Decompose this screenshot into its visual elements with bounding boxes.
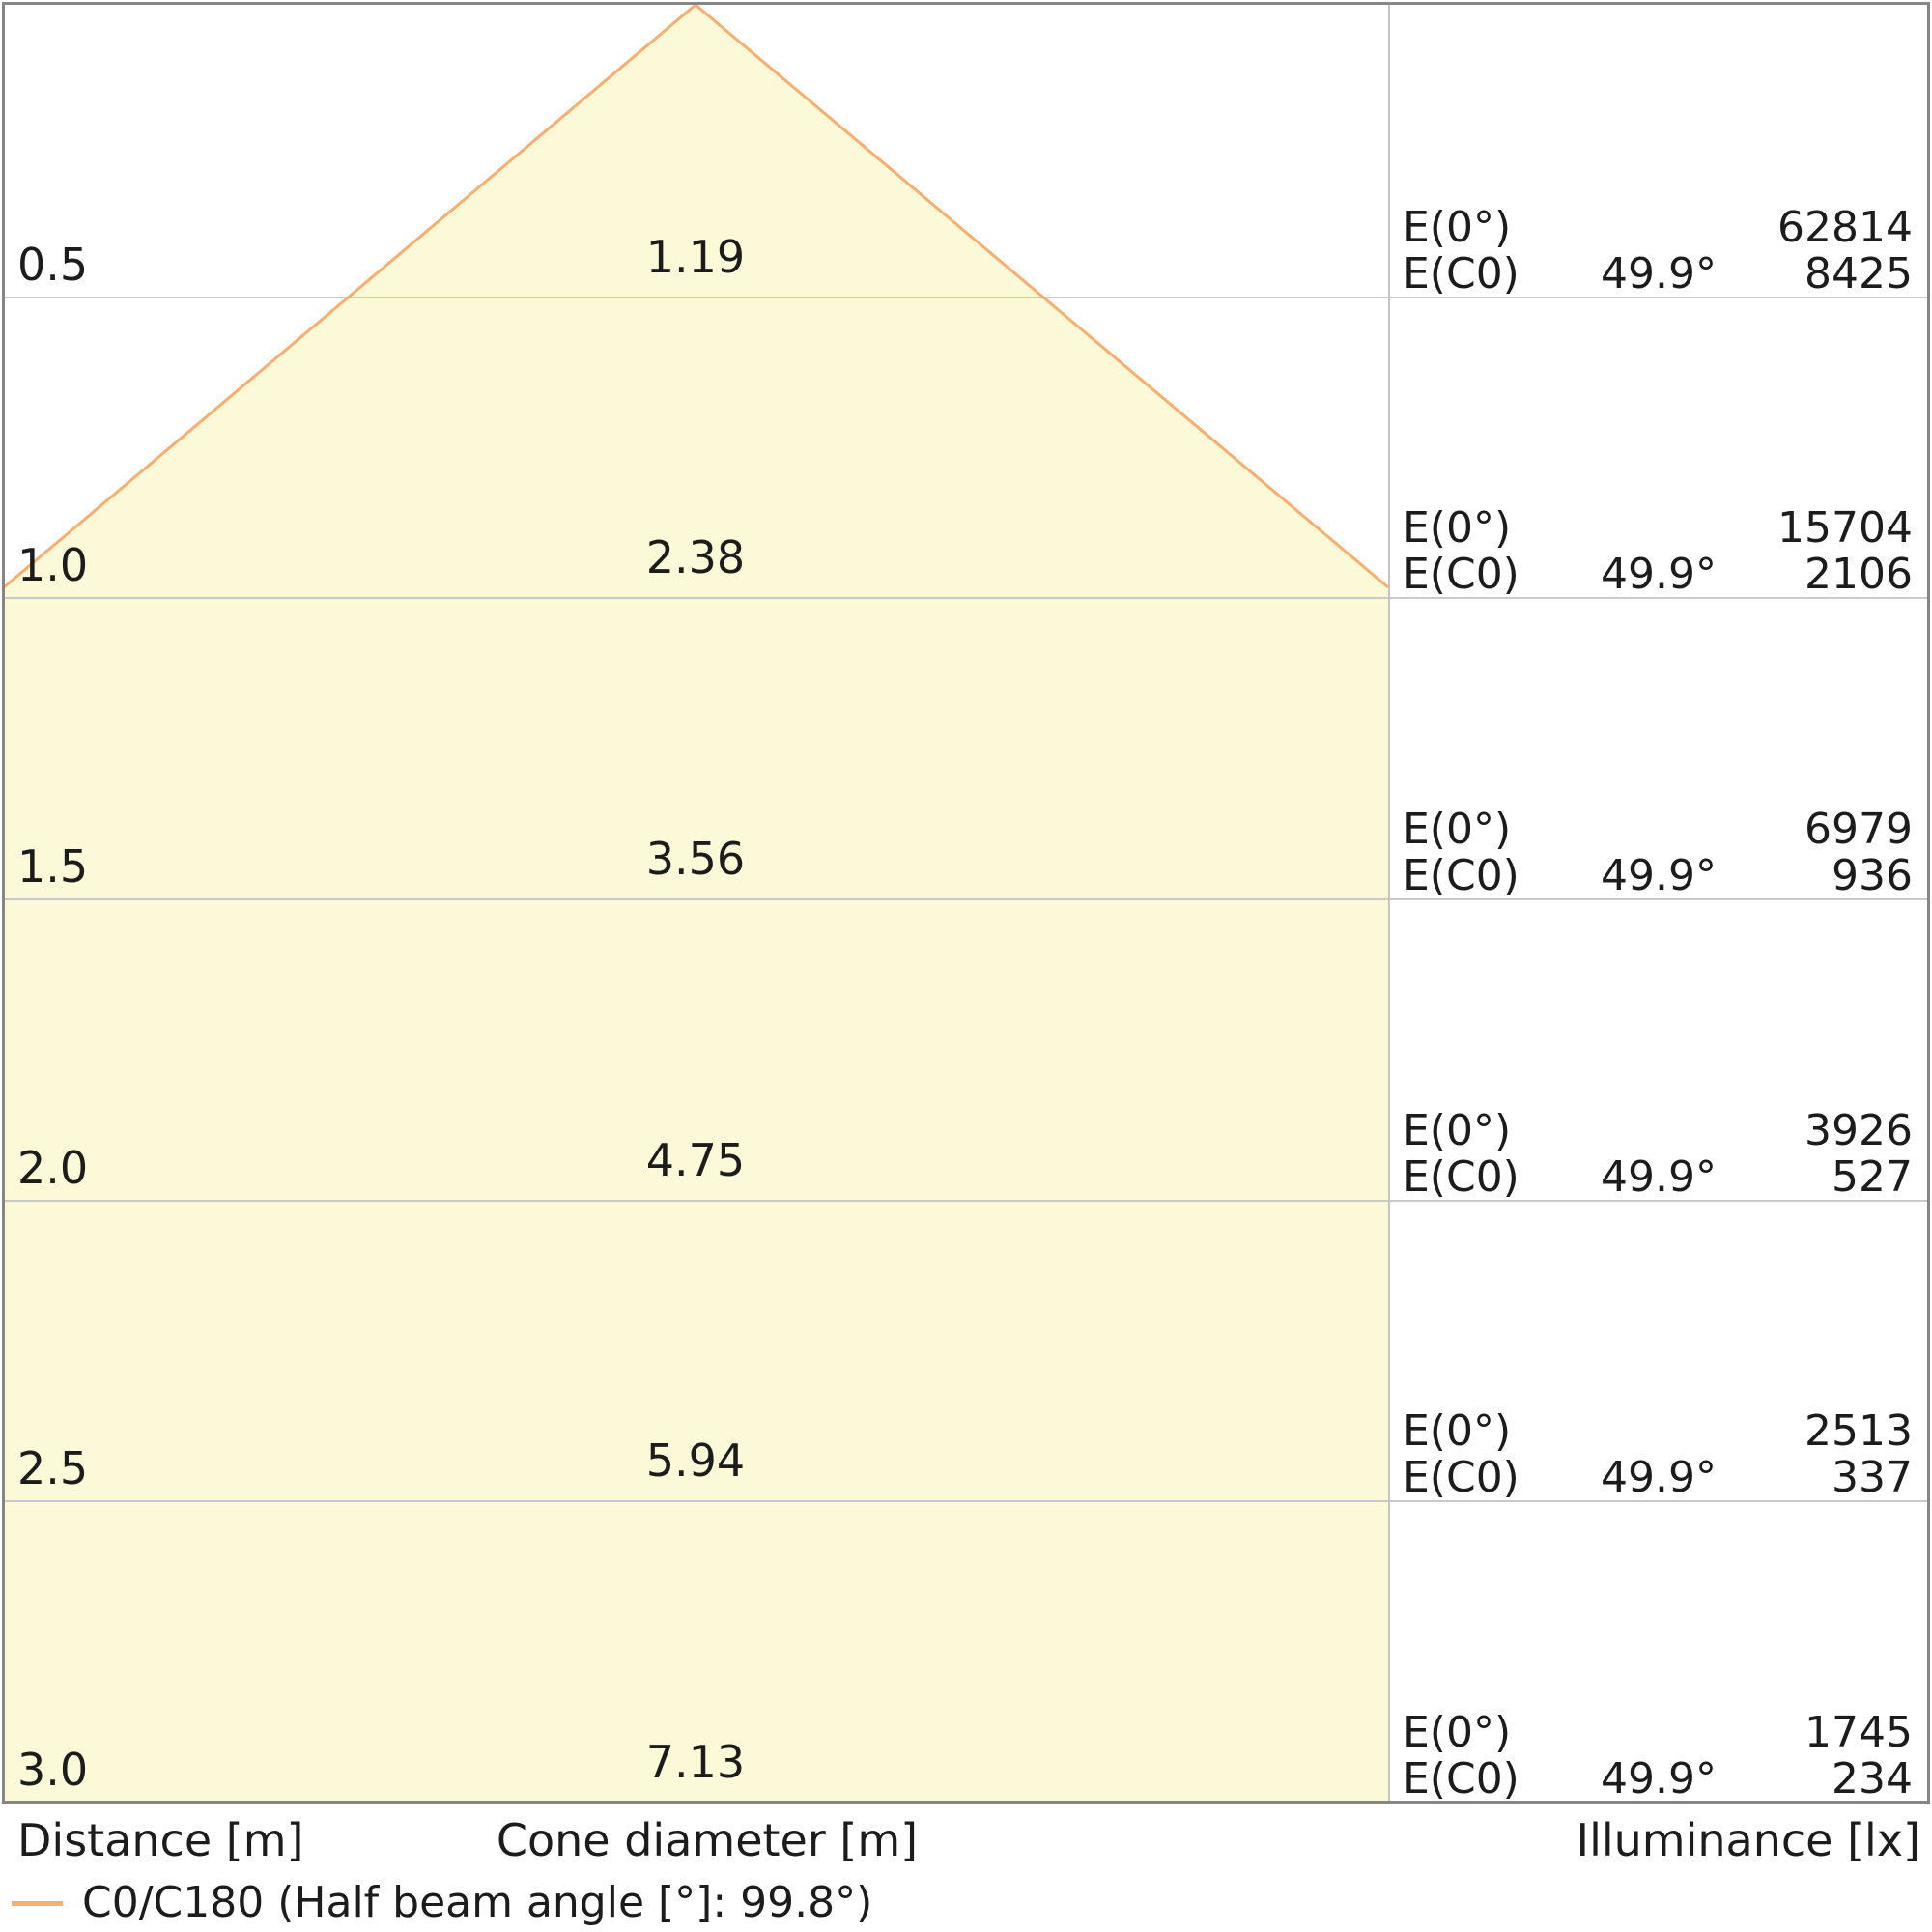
ec0-value: 527 (1832, 1152, 1913, 1202)
x-axis-label-distance: Distance [m] (17, 1814, 304, 1866)
illuminance-row: E(0°) 2513 E(C0) 49.9° 337 (1403, 1408, 1913, 1501)
e0-label: E(0°) (1403, 1708, 1512, 1757)
e0-label: E(0°) (1403, 1106, 1512, 1155)
ec0-label: E(C0) (1403, 851, 1520, 900)
half-angle-value: 49.9° (1601, 1754, 1717, 1804)
ec0-value: 936 (1832, 851, 1913, 900)
distance-gridlines (4, 297, 1928, 1502)
distance-label: 3.0 (17, 1744, 89, 1796)
illuminance-row: E(0°) 3926 E(C0) 49.9° 527 (1403, 1108, 1913, 1201)
e0-value: 2513 (1804, 1406, 1913, 1456)
axis-label-illuminance: Illuminance [lx] (1576, 1814, 1920, 1866)
chart-frame (2, 2, 1930, 1804)
ec0-value: 337 (1832, 1453, 1913, 1502)
ec0-label: E(C0) (1403, 1453, 1520, 1502)
e0-value: 62814 (1777, 203, 1913, 252)
ec0-value: 8425 (1804, 249, 1913, 298)
cone-diameter-label: 5.94 (645, 1435, 746, 1487)
distance-label: 1.0 (17, 539, 89, 591)
e0-value: 1745 (1804, 1708, 1913, 1757)
illuminance-row: E(0°) 6979 E(C0) 49.9° 936 (1403, 807, 1913, 899)
cone-diameter-label: 3.56 (645, 833, 746, 885)
distance-label: 2.0 (17, 1142, 89, 1194)
ec0-label: E(C0) (1403, 1152, 1520, 1202)
ec0-label: E(C0) (1403, 1754, 1520, 1804)
axis-label-cone-diameter: Cone diameter [m] (496, 1814, 919, 1866)
illuminance-row: E(0°) 15704 E(C0) 49.9° 2106 (1403, 505, 1913, 598)
ec0-value: 234 (1832, 1754, 1913, 1804)
half-angle-value: 49.9° (1601, 1152, 1717, 1202)
cone-diameter-label: 4.75 (645, 1134, 746, 1186)
ec0-label: E(C0) (1403, 249, 1520, 298)
half-angle-value: 49.9° (1601, 249, 1717, 298)
e0-value: 15704 (1777, 503, 1913, 553)
half-angle-value: 49.9° (1601, 1453, 1717, 1502)
cone-diameter-label: 2.38 (645, 531, 746, 583)
ec0-label: E(C0) (1403, 550, 1520, 599)
distance-label: 1.5 (17, 840, 89, 893)
e0-value: 6979 (1804, 805, 1913, 854)
e0-label: E(0°) (1403, 1406, 1512, 1456)
half-angle-value: 49.9° (1601, 550, 1717, 599)
c0-c180-line-swatch-icon (12, 1900, 63, 1906)
ec0-value: 2106 (1804, 550, 1913, 599)
distance-label: 2.5 (17, 1442, 89, 1494)
e0-label: E(0°) (1403, 503, 1512, 553)
illuminance-row: E(0°) 62814 E(C0) 49.9° 8425 (1403, 205, 1913, 298)
distance-label: 0.5 (17, 239, 89, 291)
illuminance-row: E(0°) 1745 E(C0) 49.9° 234 (1403, 1710, 1913, 1803)
cone-diameter-label: 1.19 (645, 231, 746, 283)
cone-diameter-label: 7.13 (645, 1736, 746, 1788)
light-cone-fill (4, 5, 1388, 1801)
legend: C0/C180 (Half beam angle [°]: 99.8°) (12, 1878, 872, 1928)
e0-label: E(0°) (1403, 805, 1512, 854)
legend-label: C0/C180 (Half beam angle [°]: 99.8°) (82, 1878, 873, 1927)
half-angle-value: 49.9° (1601, 851, 1717, 900)
e0-value: 3926 (1804, 1106, 1913, 1155)
e0-label: E(0°) (1403, 203, 1512, 252)
